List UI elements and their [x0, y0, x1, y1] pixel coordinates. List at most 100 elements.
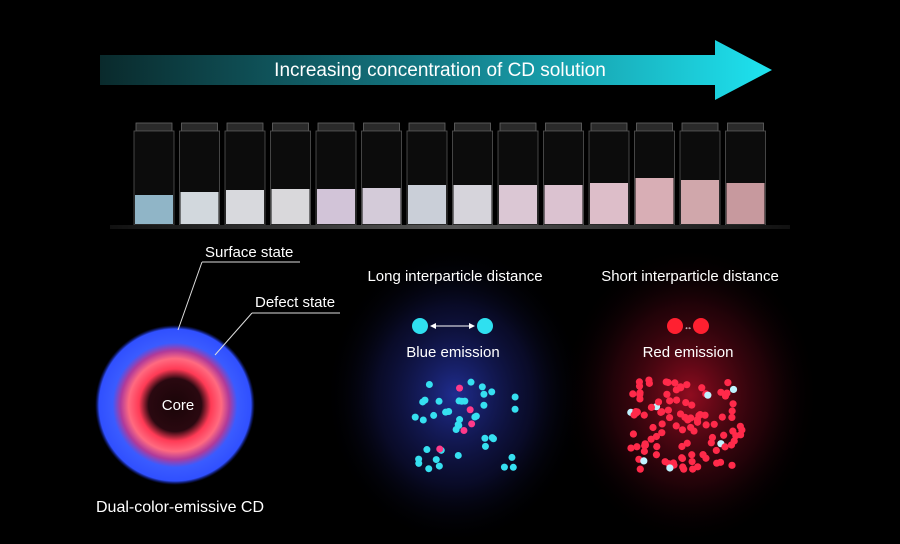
vial-liquid — [271, 189, 310, 224]
red-cloud-particle — [663, 390, 671, 398]
red-cloud-particle — [658, 408, 666, 416]
red-cloud-particle — [721, 443, 729, 451]
vial-liquid — [681, 180, 719, 224]
blue-title: Long interparticle distance — [367, 268, 542, 285]
blue-cloud-particle — [430, 411, 438, 419]
red-cloud-particle — [728, 413, 736, 422]
red-cloud-particle — [677, 384, 685, 392]
blue-cloud-particle — [436, 445, 444, 453]
blue-cloud-particle — [468, 420, 476, 428]
vial-cap — [135, 122, 173, 132]
blue-cloud-particle — [466, 406, 474, 414]
red-cloud-particle — [684, 416, 692, 424]
red-cloud-particle — [653, 442, 661, 451]
red-cloud-particle — [683, 381, 691, 389]
red-cloud-particle — [688, 401, 696, 409]
red-cloud-particle — [658, 429, 666, 437]
red-cloud-particle — [729, 385, 738, 394]
vial-cap — [545, 122, 582, 132]
red-cloud-particle — [676, 410, 685, 418]
red-cloud-particle — [736, 431, 745, 439]
blue-cloud-particle — [460, 426, 468, 434]
particle-clouds — [411, 376, 746, 473]
vial-cap — [499, 122, 537, 132]
red-cloud-particle — [720, 431, 728, 439]
red-cloud-particle — [688, 457, 696, 466]
blue-cloud-particle — [508, 453, 516, 461]
red-cloud-particle — [696, 410, 704, 419]
red-cloud-particle — [678, 426, 687, 434]
vial-row — [133, 122, 766, 226]
red-cloud-particle — [636, 395, 644, 403]
red-cloud-particle — [652, 432, 661, 441]
red-cloud-particle — [640, 447, 648, 455]
vial-cap — [727, 122, 764, 132]
red-cloud-particle — [704, 391, 712, 399]
vial-cap — [363, 122, 400, 132]
red-cloud-particle — [687, 423, 695, 432]
red-cloud-particle — [671, 379, 679, 387]
vial-liquid — [453, 185, 492, 224]
red-cloud-particle — [645, 376, 653, 384]
blue-cloud-particle — [481, 434, 489, 442]
blue-cloud-particle — [421, 396, 429, 404]
red-cloud-particle — [672, 396, 681, 404]
vial-liquid — [317, 189, 355, 224]
red-cloud-particle — [682, 398, 690, 407]
blue-glow — [325, 245, 585, 544]
cd-model — [95, 325, 255, 485]
red-cloud-particle — [688, 451, 696, 459]
red-cloud-particle — [658, 420, 666, 428]
blue-cloud-particle — [480, 401, 488, 409]
red-cloud-particle — [721, 392, 730, 400]
red-label: Red emission — [643, 344, 734, 361]
red-cloud-particle — [669, 459, 678, 467]
red-cloud-particle — [680, 465, 688, 473]
blue-cloud-particle — [467, 378, 475, 386]
red-cloud-particle — [665, 413, 674, 422]
red-cloud-particle — [649, 423, 657, 432]
vial-cap — [590, 122, 628, 132]
red-particle — [693, 318, 709, 334]
blue-cloud-particle — [435, 397, 443, 405]
red-cloud-particle — [736, 422, 744, 430]
red-cloud-particle — [661, 458, 669, 466]
vial-liquid — [590, 183, 628, 224]
blue-cloud-particle — [480, 390, 488, 398]
blue-cloud-particle — [456, 384, 464, 392]
blue-particle — [477, 318, 493, 334]
blue-cloud-particle — [511, 405, 519, 413]
blue-cloud-particle — [415, 459, 423, 467]
red-cloud-particle — [694, 463, 702, 471]
red-cloud-particle — [666, 464, 674, 472]
red-cloud-particle — [652, 451, 661, 459]
blue-label: Blue emission — [406, 344, 499, 361]
blue-cloud-particle — [500, 463, 508, 471]
red-cloud-particle — [664, 406, 672, 414]
red-cloud-particle — [647, 403, 656, 411]
blue-cloud-particle — [419, 416, 427, 424]
red-cloud-particle — [636, 465, 644, 473]
vial-liquid — [362, 188, 401, 224]
vial-cap — [272, 122, 309, 132]
blue-cloud-particle — [425, 381, 433, 389]
red-cloud-particle — [702, 421, 710, 429]
defect-leader — [214, 312, 253, 356]
core-label: Core — [162, 397, 195, 414]
blue-cloud-particle — [511, 393, 519, 401]
blue-cloud-particle — [472, 412, 480, 420]
blue-cloud-particle — [432, 456, 440, 464]
surface-label: Surface state — [205, 244, 293, 261]
red-cloud-particle — [699, 451, 707, 459]
vial-liquid — [726, 183, 765, 224]
blue-cloud-particle — [442, 408, 450, 416]
red-cloud-particle — [683, 439, 691, 447]
red-cloud-particle — [632, 408, 640, 416]
red-cloud-particle — [712, 446, 720, 455]
short-arrow: ↔ — [684, 321, 693, 331]
blue-cloud-particle — [458, 397, 466, 405]
red-cloud-particle — [629, 390, 637, 398]
vial-liquid — [635, 178, 674, 224]
red-title: Short interparticle distance — [601, 268, 779, 285]
red-cloud-particle — [627, 444, 635, 452]
